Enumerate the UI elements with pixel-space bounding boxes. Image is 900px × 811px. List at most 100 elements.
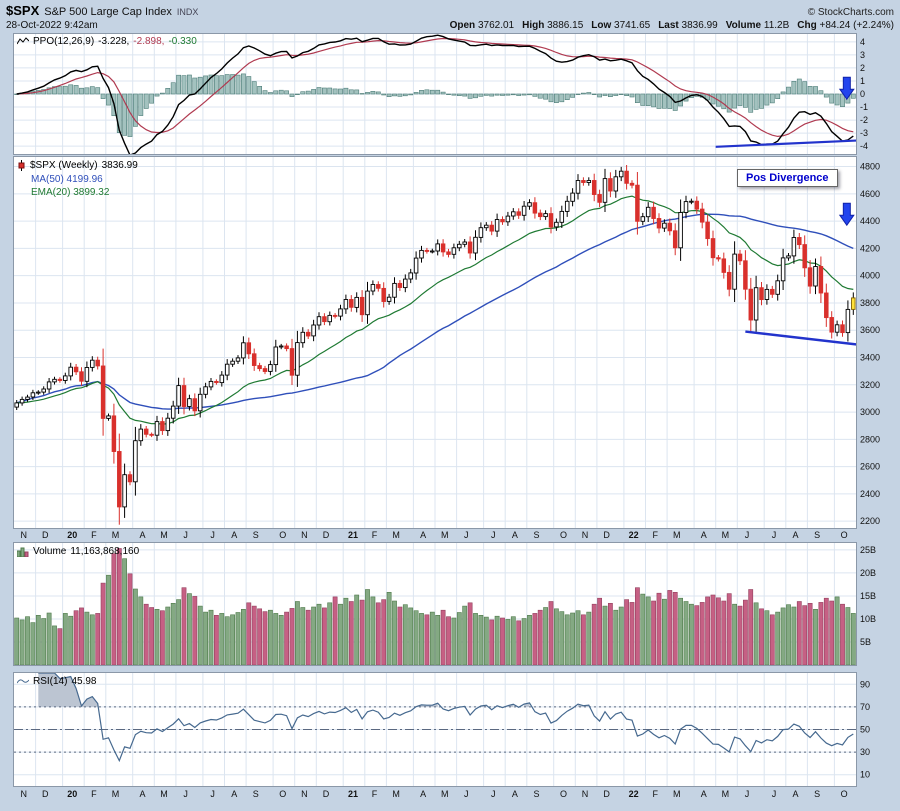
svg-text:A: A [701,789,707,799]
svg-text:2200: 2200 [860,516,880,526]
svg-text:A: A [139,789,145,799]
price-legend-label: $SPX (Weekly) [30,160,98,171]
svg-text:N: N [20,789,27,799]
svg-text:2: 2 [860,63,865,73]
ema20-legend: EMA(20) 3899.32 [31,187,109,198]
exchange-tag: INDX [176,7,199,17]
px-plot-area [14,157,856,528]
svg-text:M: M [112,789,120,799]
svg-text:20B: 20B [860,568,876,578]
svg-text:4200: 4200 [860,243,880,253]
svg-text:N: N [301,530,308,540]
svg-text:A: A [793,789,799,799]
svg-text:A: A [512,789,518,799]
ppo-value-2: -2.898, [133,36,165,47]
index-name: S&P 500 Large Cap Index [44,6,172,18]
ppo-plot-area [14,34,856,154]
svg-text:M: M [722,530,730,540]
price-trendline [745,330,856,346]
svg-text:F: F [91,530,97,540]
svg-text:A: A [231,789,237,799]
svg-text:J: J [464,530,469,540]
svg-text:F: F [91,789,97,799]
svg-text:3400: 3400 [860,353,880,363]
ppo-histogram [14,73,856,137]
volume-legend-label: Volume [33,546,67,557]
svg-text:22: 22 [629,789,639,799]
rsi-legend: RSI(14) 45.98 [17,676,96,687]
svg-text:M: M [441,530,449,540]
ppo-legend: PPO(12,26,9) -3.228, -2.898, -0.330 [17,36,197,47]
rsi-legend-value: 45.98 [71,676,97,687]
svg-text:F: F [652,789,658,799]
price-legend: $SPX (Weekly) 3836.99 [17,160,138,171]
ppo-legend-label: PPO(12,26,9) [33,36,95,47]
svg-text:2400: 2400 [860,489,880,499]
svg-text:J: J [210,530,215,540]
svg-text:F: F [372,789,378,799]
rsi-line [38,673,854,763]
ma50-legend: MA(50) 4199.96 [31,174,103,185]
quote-line: Open 3762.01 High 3886.15 Low 3741.65 Last … [449,20,894,31]
svg-text:O: O [560,530,567,540]
svg-text:-1: -1 [860,102,868,112]
svg-text:D: D [42,530,49,540]
svg-text:M: M [392,530,400,540]
svg-text:0: 0 [860,89,865,99]
ppo-down-arrow [838,76,855,101]
ppo-signal-line [16,37,854,138]
svg-text:J: J [491,530,496,540]
volume-bars [14,548,856,665]
vol-plot-area [14,543,856,665]
svg-text:O: O [279,789,286,799]
svg-text:O: O [841,530,848,540]
price-legend-value: 3836.99 [101,160,138,171]
svg-text:J: J [210,789,215,799]
svg-text:J: J [745,530,750,540]
svg-text:J: J [772,530,777,540]
rsi-plot-area [14,673,856,786]
svg-text:A: A [231,530,237,540]
svg-text:O: O [560,789,567,799]
svg-text:A: A [793,530,799,540]
rsi-legend-label: RSI(14) [33,676,68,687]
svg-text:-4: -4 [860,141,868,151]
candlestick-series [14,165,856,525]
svg-text:M: M [160,530,168,540]
svg-text:2800: 2800 [860,434,880,444]
svg-text:15B: 15B [860,591,876,601]
svg-text:25B: 25B [860,545,876,555]
svg-text:A: A [512,530,518,540]
svg-text:N: N [301,789,308,799]
svg-text:J: J [772,789,777,799]
svg-text:O: O [279,530,286,540]
svg-text:4800: 4800 [860,162,880,172]
svg-text:J: J [183,530,188,540]
ppo-legend-icon [17,37,29,45]
ppo-line [16,34,854,154]
svg-text:N: N [582,530,589,540]
svg-text:20: 20 [67,789,77,799]
svg-text:D: D [323,530,330,540]
svg-text:70: 70 [860,702,870,712]
svg-text:2600: 2600 [860,462,880,472]
pos-divergence-text: Pos Divergence [746,172,829,184]
svg-text:S: S [533,789,539,799]
svg-text:S: S [814,530,820,540]
chart-header: $SPX S&P 500 Large Cap Index INDX © StockC… [0,0,900,31]
svg-text:3000: 3000 [860,407,880,417]
svg-text:22: 22 [629,530,639,540]
svg-text:N: N [582,789,589,799]
svg-text:M: M [673,789,681,799]
svg-text:F: F [652,530,658,540]
volume-legend: Volume 11,163,868,160 [17,546,139,557]
svg-text:N: N [20,530,27,540]
symbol: $SPX [6,3,40,18]
svg-text:D: D [323,789,330,799]
svg-text:90: 90 [860,679,870,689]
svg-text:3: 3 [860,50,865,60]
svg-text:-3: -3 [860,128,868,138]
volume-legend-value: 11,163,868,160 [70,546,140,557]
